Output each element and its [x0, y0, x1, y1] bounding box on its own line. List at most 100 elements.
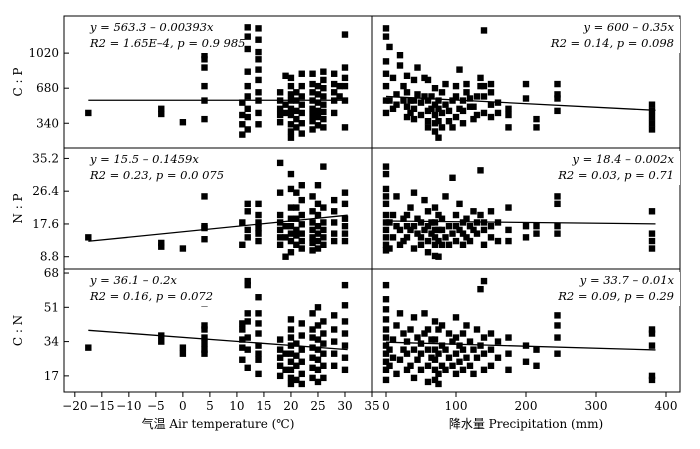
data-point	[648, 107, 656, 115]
data-point	[158, 243, 165, 250]
data-point	[314, 107, 322, 115]
data-point	[431, 252, 439, 260]
data-point	[452, 314, 460, 321]
data-point	[389, 234, 397, 241]
data-point	[449, 338, 456, 345]
data-point	[473, 111, 481, 119]
data-point	[330, 326, 338, 333]
data-point	[287, 334, 295, 341]
data-point	[382, 70, 390, 77]
data-point	[298, 358, 305, 365]
data-point	[487, 113, 495, 121]
data-point	[341, 354, 349, 361]
data-point	[244, 126, 251, 133]
panel-NP-precipitation: y = 18.4 – 0.002x R2 = 0.03, p = 0.71	[371, 147, 681, 270]
data-point	[459, 330, 467, 337]
data-point	[244, 346, 251, 353]
data-point	[320, 101, 327, 108]
data-point	[244, 93, 251, 100]
data-point	[393, 101, 400, 108]
annotation-background	[87, 19, 213, 53]
data-point	[410, 314, 418, 321]
data-point	[414, 91, 421, 98]
data-point	[336, 82, 343, 90]
data-point	[382, 25, 390, 32]
data-point	[287, 215, 295, 222]
data-point	[330, 350, 338, 357]
data-point	[445, 330, 453, 337]
data-point	[330, 338, 338, 345]
data-point	[456, 200, 463, 208]
data-point	[386, 245, 393, 252]
data-point	[494, 338, 502, 345]
data-point	[287, 105, 295, 113]
data-point	[648, 376, 656, 384]
data-point	[480, 82, 488, 90]
data-point	[298, 230, 305, 237]
data-point	[431, 376, 439, 384]
x-tick-label: 300	[585, 399, 608, 413]
data-point	[341, 82, 349, 90]
data-point	[386, 43, 393, 51]
data-point	[456, 226, 463, 234]
data-point	[298, 109, 305, 117]
data-point	[293, 352, 300, 359]
data-point	[435, 226, 442, 234]
data-point	[320, 219, 327, 226]
data-point	[320, 350, 327, 357]
data-point	[298, 332, 305, 339]
data-point	[85, 344, 92, 351]
data-point	[487, 222, 495, 230]
data-point	[330, 208, 338, 215]
data-point	[466, 362, 474, 369]
x-tick-label: −5	[147, 399, 165, 413]
data-point	[314, 304, 322, 311]
data-point	[648, 113, 656, 121]
data-point	[244, 105, 251, 113]
data-point	[466, 103, 474, 110]
data-point	[330, 109, 338, 117]
data-point	[201, 64, 208, 71]
data-point	[330, 312, 338, 319]
data-point	[276, 372, 284, 380]
data-point	[421, 310, 428, 317]
data-point	[382, 193, 390, 200]
data-point	[522, 234, 530, 241]
data-point	[487, 362, 495, 369]
data-point	[179, 119, 187, 126]
data-point	[494, 354, 502, 361]
data-point	[477, 74, 484, 82]
data-point	[442, 80, 449, 88]
data-point	[438, 89, 446, 96]
data-point	[431, 366, 439, 374]
data-point	[386, 362, 393, 369]
data-point	[320, 124, 327, 131]
data-point	[341, 200, 349, 208]
panel-CN-precipitation: 0 100 200 300 400 降水量 Precipitation (mm) y = 3…	[371, 268, 681, 431]
data-point	[389, 354, 397, 361]
data-point	[341, 222, 349, 230]
data-point	[421, 196, 428, 204]
data-point	[487, 208, 495, 215]
data-point	[314, 356, 322, 363]
data-point	[309, 374, 316, 382]
data-point	[276, 226, 284, 234]
data-point	[459, 230, 467, 237]
data-point	[417, 350, 425, 357]
data-point	[473, 93, 481, 100]
data-point	[382, 334, 390, 341]
data-point	[449, 362, 456, 369]
data-point	[341, 31, 349, 38]
data-point	[255, 76, 262, 84]
data-point	[320, 84, 327, 92]
regression-equation: y = 18.4 – 0.002x	[571, 152, 674, 166]
y-tick-label: 34	[44, 335, 60, 349]
data-point	[382, 170, 390, 178]
data-point	[522, 95, 530, 102]
data-point	[456, 358, 463, 365]
data-point	[320, 108, 327, 116]
data-point	[403, 222, 411, 230]
x-tick-label: 0	[179, 399, 187, 413]
data-point	[435, 105, 442, 113]
data-point	[287, 128, 295, 135]
